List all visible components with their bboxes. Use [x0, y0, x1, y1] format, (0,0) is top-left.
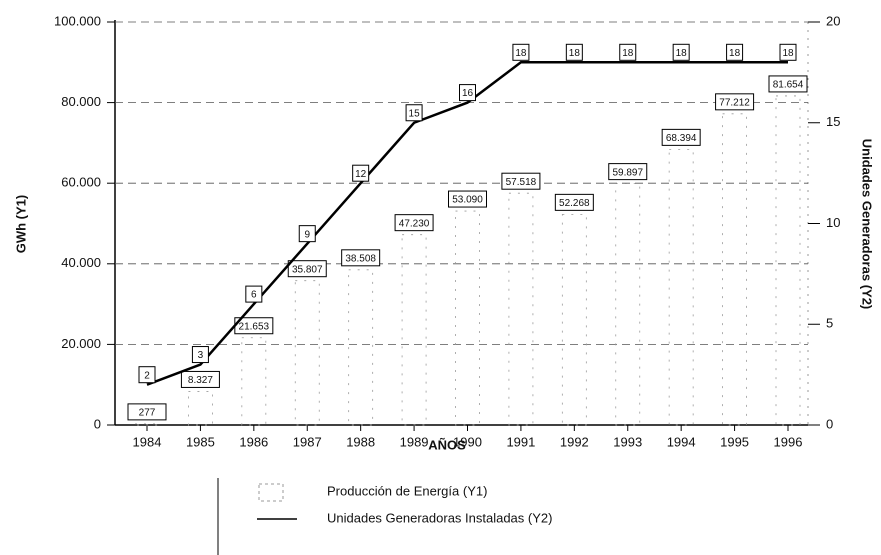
line-value-label-box: [191, 346, 209, 364]
y-tick-label: 80.000: [61, 94, 101, 109]
line-value-label: 3: [198, 350, 204, 361]
y-tick-label: 40.000: [61, 255, 101, 270]
bar-value-label: 35.807: [292, 264, 323, 275]
bar-value-label-box: [127, 403, 167, 421]
x-tick-label: 1987: [293, 434, 322, 449]
bar-value-label: 52.268: [559, 198, 590, 209]
y2-tick-label: 0: [826, 416, 833, 431]
bar: [294, 280, 320, 426]
line-value-label: 18: [622, 48, 634, 59]
bar-value-label-box: [501, 172, 541, 190]
bar-value-label-box: [448, 190, 487, 208]
bar-value-label: 68.394: [666, 133, 697, 144]
bar: [508, 192, 534, 426]
bar-value-label: 59.897: [612, 167, 643, 178]
bar-value-label-box: [287, 260, 327, 278]
bar-value-label: 47.230: [399, 218, 430, 229]
bar: [561, 213, 587, 426]
line-value-label: 18: [729, 48, 741, 59]
bar-value-label: 57.518: [506, 177, 537, 188]
line-value-label-box: [352, 164, 370, 182]
line-value-label: 16: [462, 88, 474, 99]
y2-tick-label: 20: [826, 13, 840, 28]
line-value-label: 18: [515, 48, 527, 59]
x-tick-label: 1986: [239, 434, 268, 449]
y-tick-label: 60.000: [61, 175, 101, 190]
line-value-label: 18: [676, 48, 688, 59]
x-tick-label: 1992: [560, 434, 589, 449]
y-tick-label: 100.000: [54, 13, 101, 28]
bar: [775, 95, 801, 426]
bar-value-label-box: [180, 370, 220, 388]
bar: [722, 113, 747, 426]
line-value-label-box: [138, 366, 156, 384]
x-tick-label: 1994: [667, 434, 696, 449]
y2-axis-title: Unidades Generadoras (Y2): [860, 139, 875, 310]
bar: [188, 391, 213, 426]
legend-label: Producción de Energía (Y1): [327, 483, 487, 498]
line-value-label-box: [298, 225, 316, 243]
x-tick-label: 1991: [506, 434, 535, 449]
bar: [401, 234, 427, 426]
bar: [615, 183, 641, 426]
x-tick-label: 1995: [720, 434, 749, 449]
line-value-label: 12: [355, 169, 367, 180]
y-tick-label: 20.000: [61, 336, 101, 351]
bar-value-label: 53.090: [452, 195, 483, 206]
y-axis-title: GWh (Y1): [13, 195, 28, 254]
line-value-label-box: [512, 43, 530, 61]
x-tick-label: 1990: [453, 434, 482, 449]
line-value-label: 2: [144, 370, 150, 381]
line-value-label: 6: [251, 290, 257, 301]
line-value-label-box: [245, 285, 263, 303]
x-axis-title: AÑOS: [428, 437, 466, 452]
legend-swatch: [258, 483, 284, 502]
bar-value-label-box: [341, 249, 381, 267]
y2-tick-label: 10: [826, 215, 840, 230]
line-value-label-box: [565, 43, 583, 61]
line-value-label: 15: [409, 108, 421, 119]
line-value-label-box: [779, 43, 797, 61]
line-value-label-box: [405, 104, 423, 122]
x-tick-label: 1988: [346, 434, 375, 449]
x-tick-label: 1984: [133, 434, 162, 449]
line-value-label-box: [619, 43, 637, 61]
x-tick-label: 1985: [186, 434, 215, 449]
bar-value-label: 81.654: [773, 80, 804, 91]
bar-value-label-box: [661, 128, 701, 146]
bar: [668, 148, 694, 426]
line-value-label: 18: [782, 48, 794, 59]
y2-tick-label: 5: [826, 316, 833, 331]
line-value-label-box: [672, 43, 690, 61]
bar-value-label-box: [608, 163, 648, 181]
line: [146, 61, 788, 386]
x-tick-label: 1993: [613, 434, 642, 449]
y2-tick-label: 15: [826, 114, 840, 129]
bar-value-label: 77.212: [719, 97, 750, 108]
bar-value-label: 277: [139, 408, 156, 419]
legend-label: Unidades Generadoras Instaladas (Y2): [327, 510, 552, 525]
bar: [455, 210, 480, 426]
bar-value-label: 8.327: [188, 375, 213, 386]
x-tick-label: 1989: [400, 434, 429, 449]
line-value-label-box: [726, 43, 744, 61]
x-tick-label: 1996: [774, 434, 803, 449]
line-value-label: 18: [569, 48, 581, 59]
bar-value-label: 21.653: [239, 321, 270, 332]
line-value-label-box: [459, 84, 476, 102]
bar-value-label-box: [715, 93, 755, 111]
bar-value-label-box: [394, 214, 434, 232]
bar: [241, 337, 267, 426]
bar: [134, 423, 160, 426]
line-value-label: 9: [304, 229, 310, 240]
y-tick-label: 0: [94, 416, 101, 431]
bar: [348, 269, 374, 426]
bar-value-label-box: [554, 193, 594, 211]
bar-value-label-box: [768, 75, 808, 93]
bar-value-label: 38.508: [345, 253, 376, 264]
